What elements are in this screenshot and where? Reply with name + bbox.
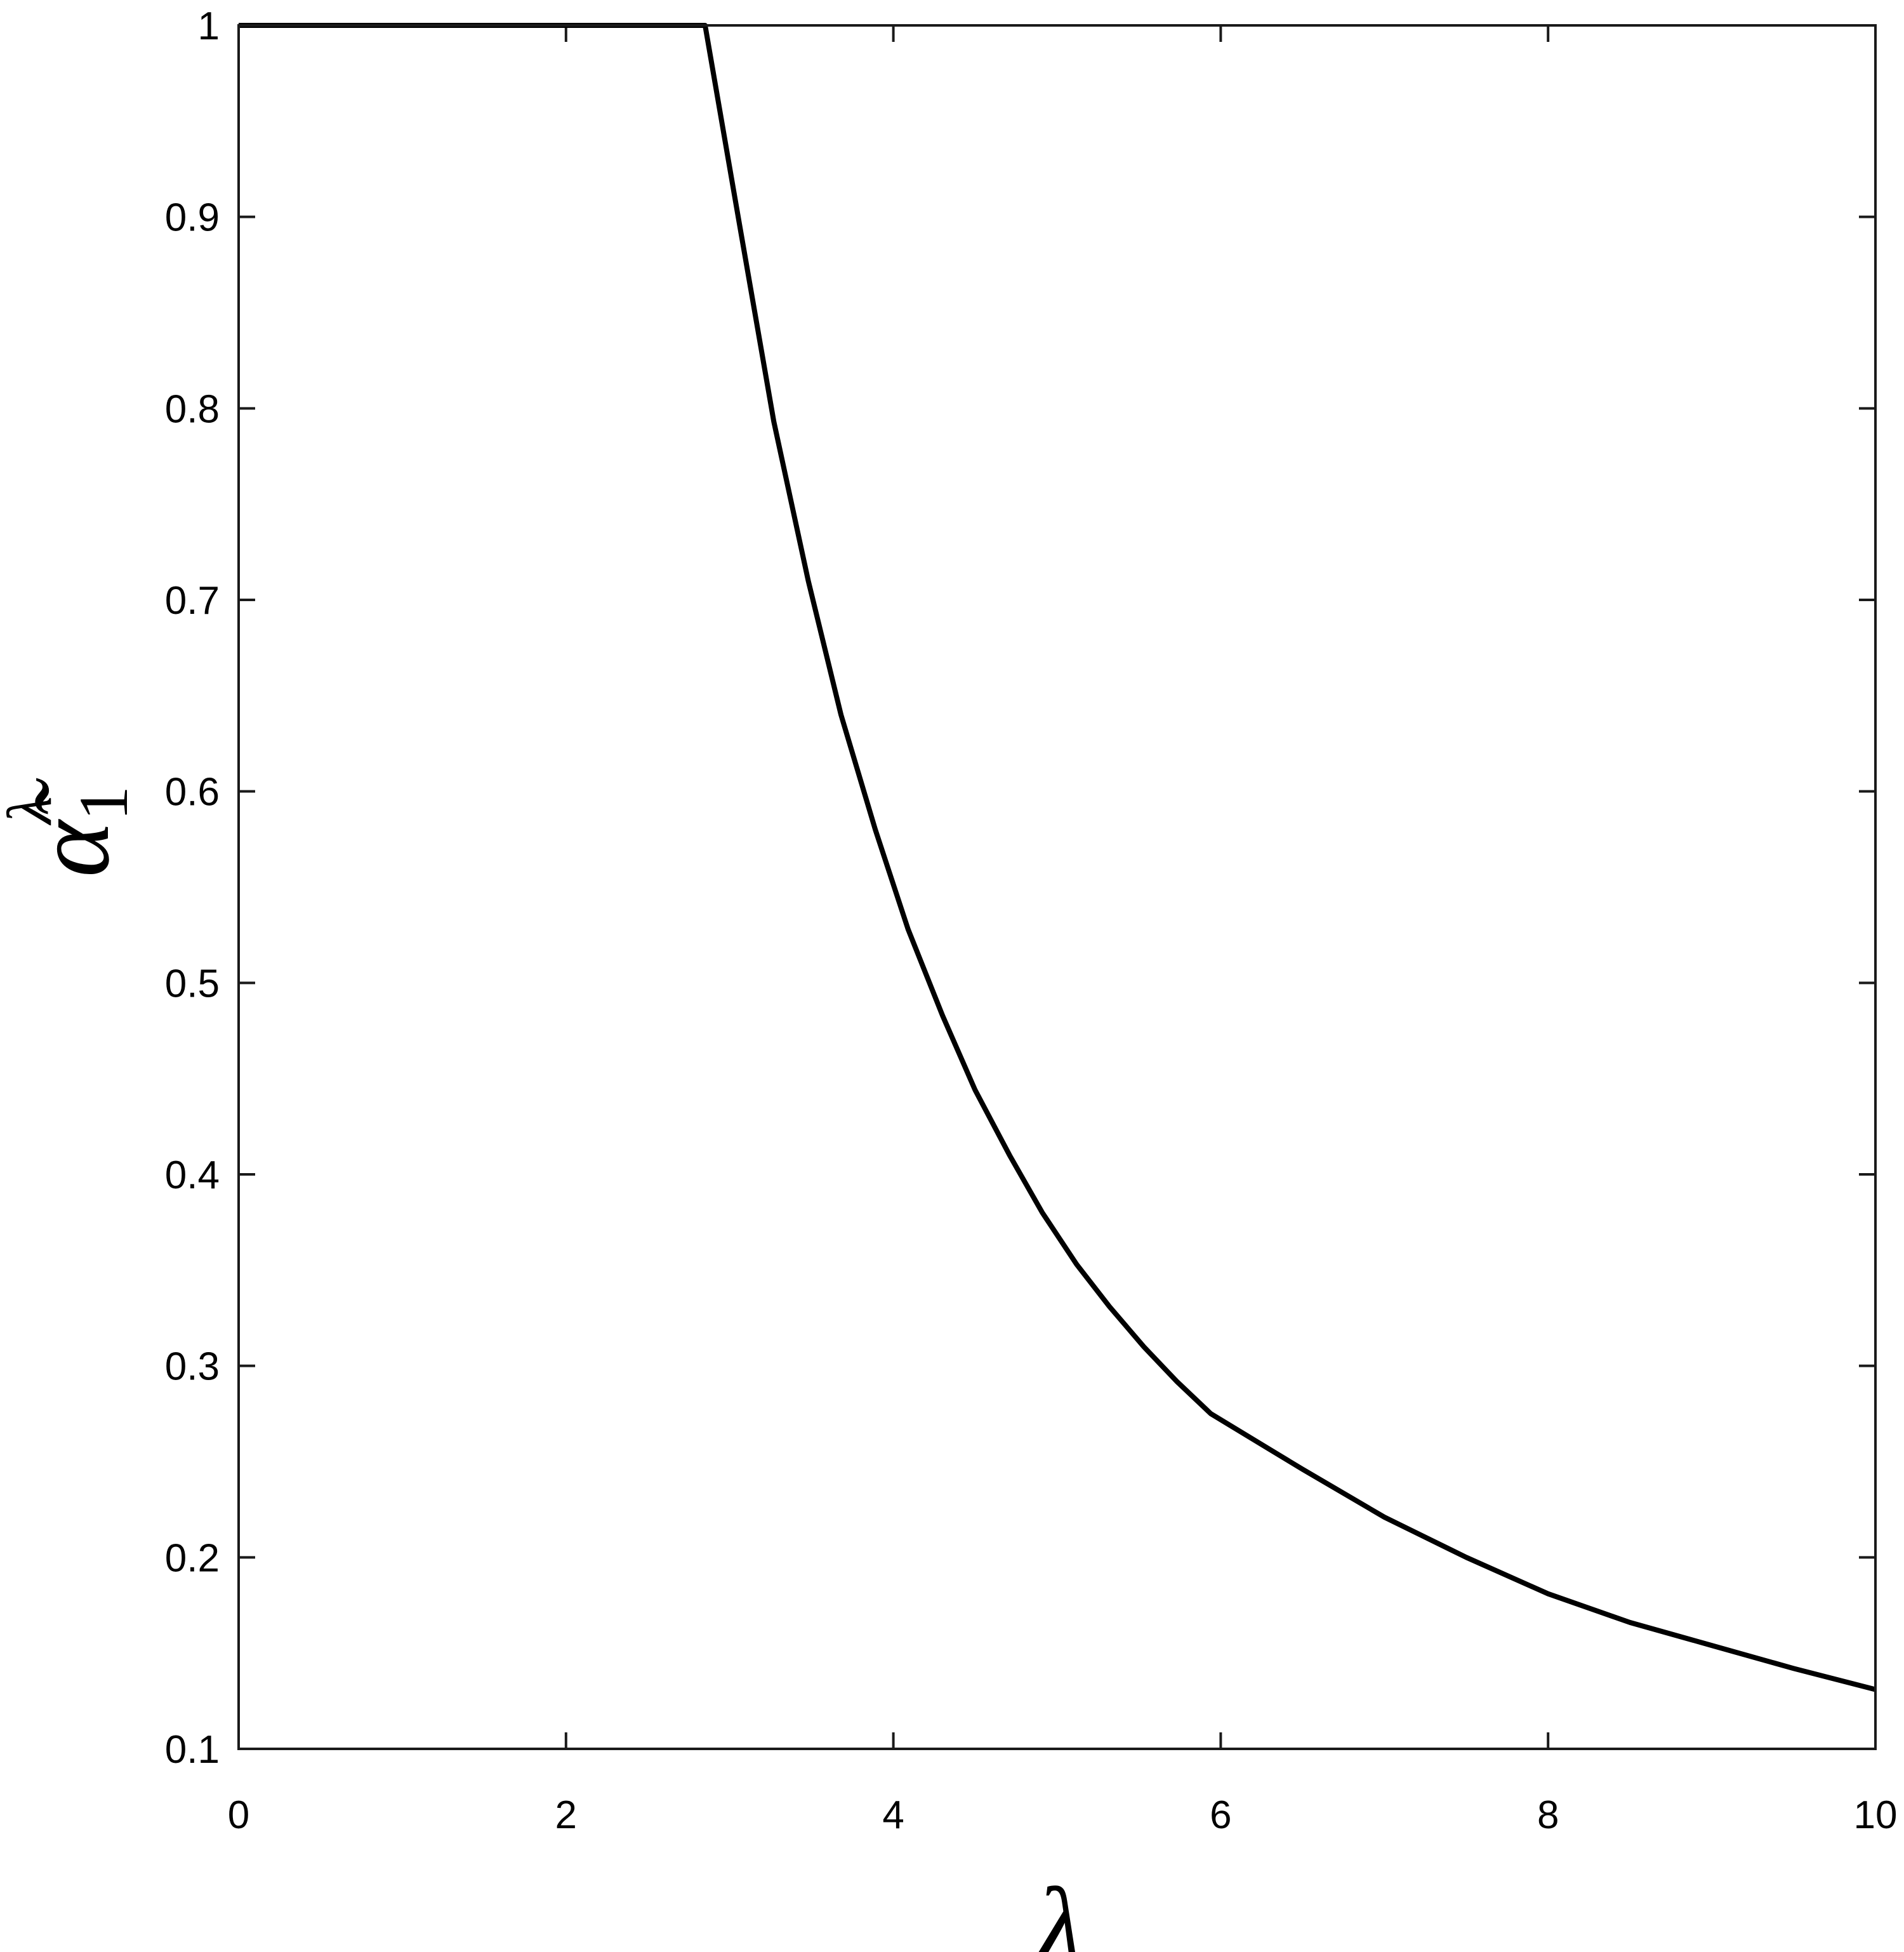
series-line [239,23,1876,1692]
y-tick-label: 0.6 [165,771,220,814]
ticks [237,24,1877,1750]
x-tick-label: 6 [1210,1793,1231,1837]
y-tick-label: 0.2 [165,1536,220,1580]
y-tick-label: 0.8 [165,387,220,431]
y-axis-label-sup: λ [0,797,65,826]
x-tick-label: 0 [228,1793,249,1837]
y-tick-label: 0.7 [165,579,220,623]
x-axis-label: λ [1033,1866,1083,1952]
y-axis-label-sub: 1 [65,786,142,821]
tick-labels: 0 2 4 6 8 10 0.1 0.2 0.3 0.4 0.5 0.6 0.7 0.8 0.9 1 [165,4,1898,1837]
x-tick-label: 4 [882,1793,904,1837]
y-tick-label: 0.3 [165,1345,220,1389]
x-tick-label: 2 [555,1793,577,1837]
svg-text:α̃1λ: α̃1λ [0,778,142,877]
x-tick-label: 10 [1854,1793,1898,1837]
y-tick-label: 0.4 [165,1153,220,1197]
y-tick-label: 0.9 [165,196,220,240]
x-tick-label: 8 [1537,1793,1559,1837]
y-axis-label: α̃1λ [0,778,142,877]
y-tick-label: 0.5 [165,962,220,1006]
y-tick-label: 0.1 [165,1728,220,1772]
axes-box [237,24,1877,1750]
y-tick-label: 1 [198,4,220,48]
